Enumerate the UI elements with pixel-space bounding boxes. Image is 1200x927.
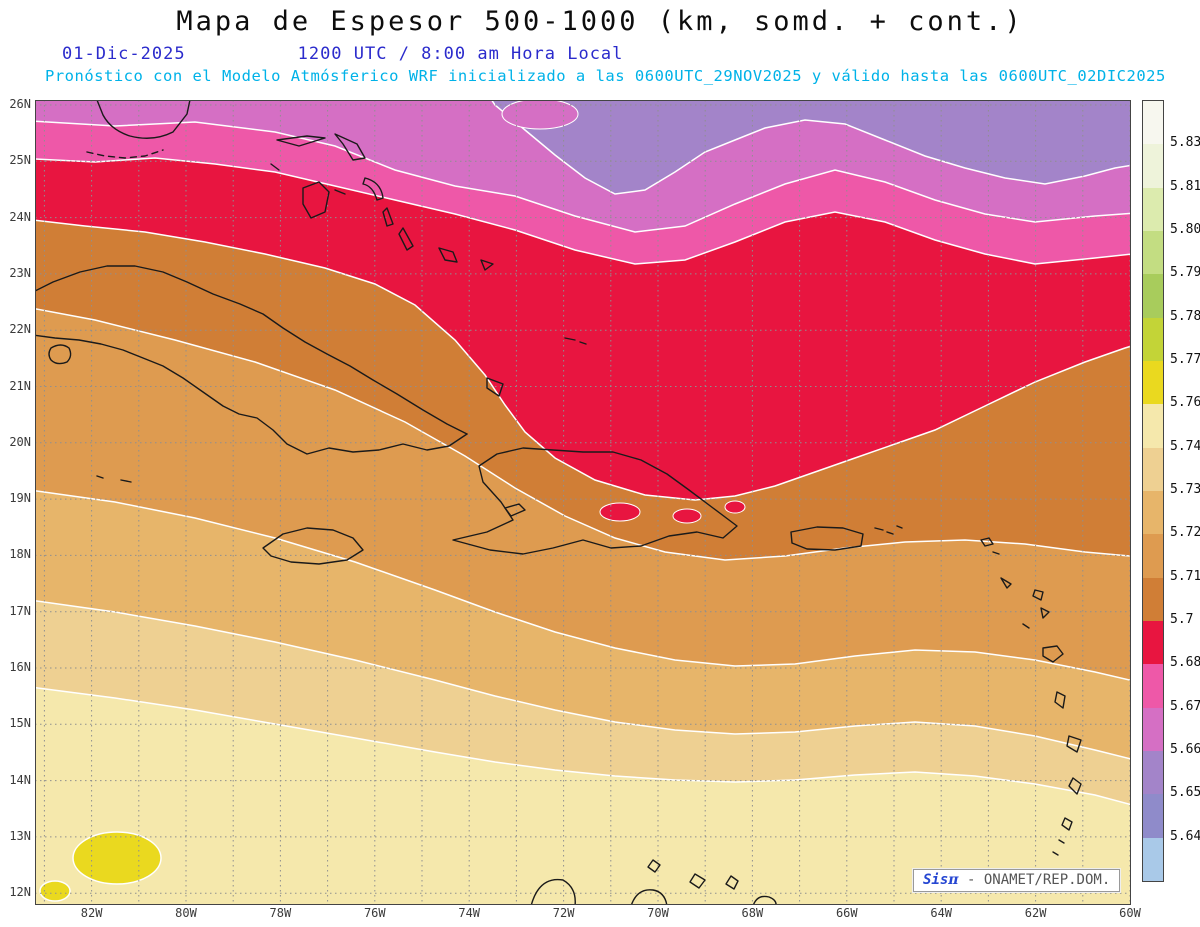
lat-tick-19N: 19N — [9, 491, 31, 506]
coastline-gonave — [504, 503, 526, 517]
lat-tick-14N: 14N — [9, 772, 31, 787]
coastlines — [35, 100, 1082, 905]
red-fragment-2 — [672, 508, 702, 524]
lat-tick-16N: 16N — [9, 660, 31, 674]
colorbar-cell-6 — [1143, 360, 1163, 405]
orchid-patch — [501, 100, 579, 130]
lon-tick-68W: 68W — [741, 906, 764, 920]
lon-tick-72W: 72W — [552, 906, 575, 920]
time-label: 1200 UTC / 8:00 am Hora Local — [297, 44, 624, 64]
graticule-gridlines — [35, 100, 1131, 905]
branding-box: Sisπ - ONAMET/REP.DOM. — [913, 869, 1121, 892]
thickness-map-svg — [35, 100, 1131, 905]
colorbar-value-5.652: 5.652 — [1170, 785, 1200, 801]
coastline-florida — [96, 100, 191, 139]
colorbar-value-5.724: 5.724 — [1170, 525, 1200, 541]
lat-tick-18N: 18N — [9, 547, 31, 562]
subtitle-forecast: Pronóstico con el Modelo Atmósferico WRF… — [45, 67, 1166, 85]
lon-tick-80W: 80W — [175, 906, 197, 920]
coastline-virgin-islands — [874, 525, 903, 535]
coastline-puerto-rico — [790, 526, 864, 551]
lon-tick-82W: 82W — [80, 906, 103, 920]
colorbar-value-5.76: 5.76 — [1170, 395, 1200, 411]
colorbar-value-5.748: 5.748 — [1170, 438, 1200, 454]
coastline-south-america — [530, 859, 777, 905]
red-fragment-3 — [724, 500, 746, 514]
yellow-patch-large — [72, 831, 162, 885]
colorbar-value-5.688: 5.688 — [1170, 655, 1200, 671]
fill-bands — [35, 100, 1131, 905]
colorbar-value-5.676: 5.676 — [1170, 698, 1200, 714]
coastline-cuba-north — [35, 265, 468, 435]
colorbar-cell-9 — [1143, 490, 1163, 535]
colorbar-cell-14 — [1143, 707, 1163, 751]
coastline-florida-keys — [86, 149, 164, 159]
lon-tick-78W: 78W — [269, 906, 292, 920]
coastline-hispaniola — [452, 447, 738, 555]
colorbar-value-5.712: 5.712 — [1170, 568, 1200, 584]
coastline-isla-juventud — [48, 344, 72, 365]
lon-tick-64W: 64W — [930, 906, 953, 920]
colorbar-value-5.807: 5.807 — [1170, 222, 1200, 237]
colorbar — [1142, 100, 1164, 882]
colorbar-cell-4 — [1143, 274, 1163, 318]
colorbar-cell-1 — [1143, 144, 1163, 188]
colorbar-value-5.795: 5.795 — [1170, 265, 1200, 281]
lon-tick-76W: 76W — [363, 906, 386, 920]
lat-tick-17N: 17N — [9, 603, 31, 618]
red-fragment-1 — [599, 502, 641, 522]
colorbar-cell-11 — [1143, 577, 1163, 621]
lat-tick-13N: 13N — [9, 828, 31, 843]
colorbar-cell-16 — [1143, 794, 1163, 838]
branding-org-label: - ONAMET/REP.DOM. — [966, 872, 1111, 888]
colorbar-cell-5 — [1143, 317, 1163, 361]
lon-tick-60W: 60W — [1119, 906, 1141, 920]
lon-tick-62W: 62W — [1024, 906, 1047, 920]
colorbar-value-5.7: 5.7 — [1170, 612, 1194, 627]
lat-tick-24N: 24N — [9, 209, 31, 224]
colorbar-cell-2 — [1143, 187, 1163, 231]
colorbar-cell-15 — [1143, 750, 1163, 795]
lon-tick-74W: 74W — [458, 906, 481, 920]
colorbar-value-5.831: 5.831 — [1170, 135, 1200, 151]
colorbar-cell-8 — [1143, 447, 1163, 491]
coastline-cuba-south — [35, 334, 468, 455]
page-title: Mapa de Espesor 500-1000 (km, somd. + co… — [176, 6, 1024, 37]
colorbar-cell-7 — [1143, 404, 1163, 448]
colorbar-value-5.819: 5.819 — [1170, 178, 1200, 194]
colorbar-cell-3 — [1143, 230, 1163, 275]
pi-logo-glyph: π — [948, 872, 959, 888]
lat-tick-15N: 15N — [9, 716, 31, 731]
colorbar-cell-10 — [1143, 534, 1163, 578]
lon-tick-66W: 66W — [835, 906, 858, 920]
colorbar-cell-17 — [1143, 837, 1163, 881]
colorbar-value-5.64: 5.64 — [1170, 828, 1200, 844]
lat-tick-21N: 21N — [9, 378, 31, 393]
subtitle-datetime: 01-Dic-2025 1200 UTC / 8:00 am Hora Local — [62, 44, 623, 64]
lat-tick-23N: 23N — [9, 265, 31, 280]
sis-logo-text: Sis — [923, 872, 949, 888]
lat-tick-20N: 20N — [9, 434, 31, 449]
colorbar-value-5.736: 5.736 — [1170, 482, 1200, 497]
colorbar-value-5.664: 5.664 — [1170, 742, 1200, 757]
coastline-jamaica — [262, 527, 364, 565]
map-frame — [35, 100, 1131, 905]
colorbar-value-5.783: 5.783 — [1170, 308, 1200, 324]
lat-tick-26N: 26N — [9, 97, 31, 111]
map-area — [35, 100, 1131, 905]
coastline-cayman — [96, 475, 132, 483]
date-label: 01-Dic-2025 — [62, 44, 186, 64]
coastline-bahamas — [270, 133, 587, 397]
colorbar-value-5.772: 5.772 — [1170, 352, 1200, 367]
lat-tick-25N: 25N — [9, 153, 31, 168]
colorbar-cell-13 — [1143, 664, 1163, 708]
lat-tick-12N: 12N — [9, 885, 31, 900]
colorbar-cell-12 — [1143, 620, 1163, 665]
band-purple — [490, 100, 1131, 195]
lat-tick-22N: 22N — [9, 322, 31, 337]
lon-tick-70W: 70W — [647, 906, 669, 920]
colorbar-cell-0 — [1143, 101, 1163, 145]
yellow-patch-small — [39, 880, 71, 902]
